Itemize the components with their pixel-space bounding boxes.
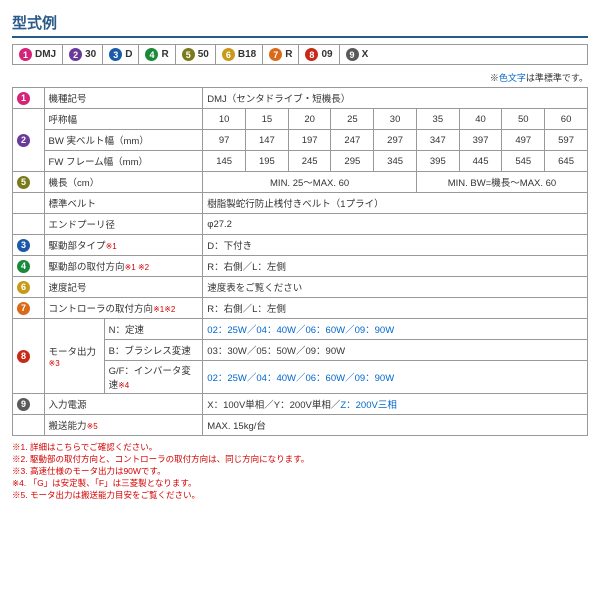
footnote-line: ※5. モータ出力は搬送能力目安をご覧ください。	[12, 490, 588, 502]
badge-1: 1DMJ	[13, 45, 63, 64]
badge-2: 230	[63, 45, 103, 64]
badge-text: 50	[198, 49, 209, 60]
badge-number-icon: 5	[182, 48, 195, 61]
badge-text: 09	[321, 49, 332, 60]
row-badge-icon: 2	[17, 134, 30, 147]
section-title: 型式例	[12, 12, 588, 38]
footnote-ref: ※5	[87, 422, 98, 431]
footnote-ref: ※3	[49, 359, 60, 368]
badge-text: 30	[85, 49, 96, 60]
row-badge-icon: 9	[17, 398, 30, 411]
row-badge-icon: 4	[17, 260, 30, 273]
badge-text: DMJ	[35, 49, 56, 60]
badge-5: 550	[176, 45, 216, 64]
row-badge-icon: 5	[17, 176, 30, 189]
legend-note: ※色文字は準標準です。	[12, 71, 588, 84]
badge-number-icon: 7	[269, 48, 282, 61]
footnote-ref: ※4	[118, 381, 129, 390]
badge-number-icon: 4	[145, 48, 158, 61]
badge-7: 7R	[263, 45, 299, 64]
badge-number-icon: 9	[346, 48, 359, 61]
row-badge-icon: 3	[17, 239, 30, 252]
row-badge-icon: 8	[17, 350, 30, 363]
footnote-line: ※4. 「G」は安定製、「F」は三菱製となります。	[12, 478, 588, 490]
badge-number-icon: 2	[69, 48, 82, 61]
footnote-line: ※3. 高速仕様のモータ出力は90Wです。	[12, 466, 588, 478]
footnote-ref: ※1 ※2	[125, 263, 150, 272]
badge-text: B18	[238, 49, 256, 60]
badge-number-icon: 6	[222, 48, 235, 61]
badge-6: 6B18	[216, 45, 263, 64]
badge-9: 9X	[340, 45, 375, 64]
row-badge-icon: 7	[17, 302, 30, 315]
badge-text: D	[125, 49, 132, 60]
badge-text: R	[285, 49, 292, 60]
row-badge-icon: 1	[17, 92, 30, 105]
badge-4: 4R	[139, 45, 175, 64]
spec-table: 1機種記号DMJ（センタドライブ・短機長） 2呼称幅10152025303540…	[12, 87, 588, 436]
row-badge-icon: 6	[17, 281, 30, 294]
footnotes: ※1. 詳細はこちらでご確認ください。※2. 駆動部の取付方向と、コントローラの…	[12, 442, 588, 501]
model-badges-row: 1DMJ2303D4R5506B187R8099X	[12, 44, 588, 65]
badge-3: 3D	[103, 45, 139, 64]
footnote-ref: ※1	[106, 242, 117, 251]
badge-number-icon: 1	[19, 48, 32, 61]
badge-number-icon: 3	[109, 48, 122, 61]
footnote-ref: ※1※2	[153, 305, 175, 314]
footnote-line: ※2. 駆動部の取付方向と、コントローラの取付方向は、同じ方向になります。	[12, 454, 588, 466]
badge-text: X	[362, 49, 369, 60]
footnote-line: ※1. 詳細はこちらでご確認ください。	[12, 442, 588, 454]
badge-8: 809	[299, 45, 339, 64]
badge-text: R	[161, 49, 168, 60]
badge-number-icon: 8	[305, 48, 318, 61]
